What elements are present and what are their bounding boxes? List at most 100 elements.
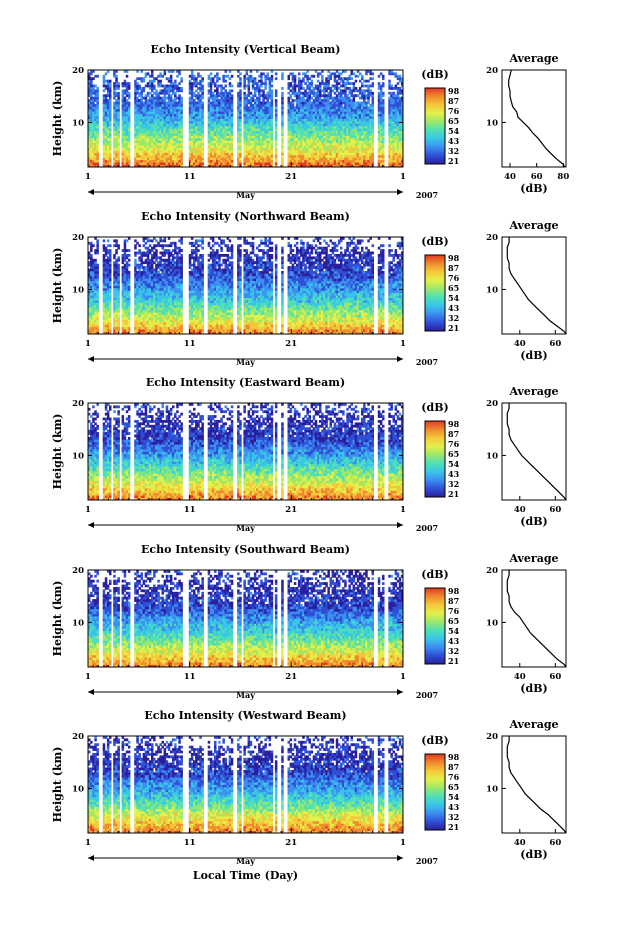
heatmap-cell: [382, 152, 385, 156]
heatmap-cell: [140, 116, 143, 119]
heatmap-cell: [144, 74, 148, 78]
heatmap-cell: [90, 145, 93, 148]
heatmap-cell: [348, 96, 351, 100]
heatmap-cell: [270, 84, 274, 88]
heatmap-cell: [239, 77, 242, 81]
heatmap-cell: [140, 70, 143, 73]
heatmap-cell: [216, 137, 219, 141]
heatmap-cell: [178, 89, 181, 93]
heatmap-cell: [96, 113, 99, 117]
heatmap-cell: [270, 99, 274, 102]
heatmap-cell: [214, 152, 217, 156]
heatmap-cell: [258, 116, 261, 119]
heatmap-cell: [197, 108, 200, 112]
heatmap-cell: [323, 91, 326, 95]
heatmap-cell: [163, 86, 167, 90]
heatmap-cell: [153, 120, 156, 124]
heatmap-cell: [153, 147, 156, 151]
heatmap-cell: [195, 135, 198, 139]
heatmap-cell: [106, 111, 110, 115]
heatmap-cell: [115, 103, 118, 107]
heatmap-cell: [117, 258, 120, 262]
heatmap-cell: [195, 133, 198, 136]
heatmap-cell: [237, 108, 240, 112]
heatmap-cell: [115, 101, 118, 105]
heatmap-cell: [117, 270, 120, 274]
heatmap-cell: [106, 145, 110, 148]
heatmap-cell: [165, 106, 169, 110]
heatmap-cell: [90, 118, 93, 122]
heatmap-cell: [96, 270, 99, 274]
heatmap-cell: [92, 118, 95, 122]
heatmap-cell: [92, 154, 95, 158]
heatmap-cell: [190, 113, 194, 117]
heatmap-cell: [165, 137, 169, 141]
heatmap-cell: [256, 154, 259, 158]
heatmap-cell: [151, 120, 154, 124]
heatmap-cell: [209, 154, 213, 158]
heatmap-cell: [245, 140, 248, 144]
heatmap-cell: [121, 111, 125, 115]
heatmap-cell: [146, 133, 150, 136]
heatmap-cell: [224, 125, 227, 129]
heatmap-cell: [245, 152, 248, 156]
heatmap-cell: [155, 111, 158, 115]
heatmap-cell: [287, 162, 290, 165]
heatmap-cell: [224, 152, 227, 156]
heatmap-cell: [167, 154, 171, 158]
heatmap-cell: [155, 123, 158, 127]
heatmap-cell: [226, 116, 230, 119]
heatmap-cell: [270, 147, 274, 151]
heatmap-cell: [148, 164, 152, 168]
heatmap-cell: [258, 125, 261, 129]
heatmap-cell: [220, 145, 223, 148]
heatmap-cell: [94, 261, 97, 265]
heatmap-cell: [136, 108, 139, 112]
x-tick-label: 1: [85, 172, 91, 182]
heatmap-cell: [195, 89, 198, 93]
heatmap-cell: [253, 157, 257, 161]
heatmap-cell: [178, 99, 181, 102]
heatmap-cell: [96, 133, 99, 136]
heatmap-cell: [256, 82, 259, 85]
heatmap-cell: [291, 118, 295, 122]
heatmap-cell: [104, 108, 108, 112]
heatmap-cell: [113, 256, 116, 260]
heatmap-cell: [140, 164, 143, 168]
heatmap-cell: [201, 137, 204, 141]
heatmap-cell: [289, 128, 293, 132]
heatmap-cell: [274, 125, 278, 129]
heatmap-cell: [214, 74, 217, 78]
heatmap-cell: [228, 120, 232, 124]
heatmap-cell: [169, 79, 173, 83]
heatmap-cell: [165, 84, 169, 88]
heatmap-cell: [224, 103, 227, 107]
heatmap-cell: [214, 137, 217, 141]
heatmap-cell: [270, 154, 274, 158]
heatmap-cell: [117, 300, 120, 303]
heatmap-cell: [274, 147, 278, 151]
heatmap-cell: [302, 86, 305, 90]
heatmap-cell: [211, 118, 215, 122]
heatmap-cell: [216, 91, 219, 95]
heatmap-cell: [310, 84, 314, 88]
heatmap-cell: [161, 113, 164, 117]
heatmap-cell: [216, 96, 219, 100]
heatmap-cell: [274, 113, 278, 117]
heatmap-cell: [260, 84, 263, 88]
heatmap-cell: [262, 154, 265, 158]
heatmap-cell: [146, 103, 150, 107]
heatmap-cell: [148, 120, 152, 124]
heatmap-cell: [159, 123, 162, 127]
heatmap-cell: [161, 106, 164, 110]
panel-1: Echo Intensity (Vertical Beam)Height (km…: [51, 43, 569, 200]
month-label: May: [236, 190, 255, 200]
heatmap-cell: [245, 162, 248, 165]
heatmap-cell: [193, 159, 196, 163]
heatmap-cell: [88, 125, 91, 129]
heatmap-cell: [237, 82, 240, 85]
heatmap-cell: [92, 152, 95, 156]
heatmap-cell: [104, 253, 108, 257]
heatmap-cell: [218, 157, 221, 161]
heatmap-cell: [140, 89, 143, 93]
